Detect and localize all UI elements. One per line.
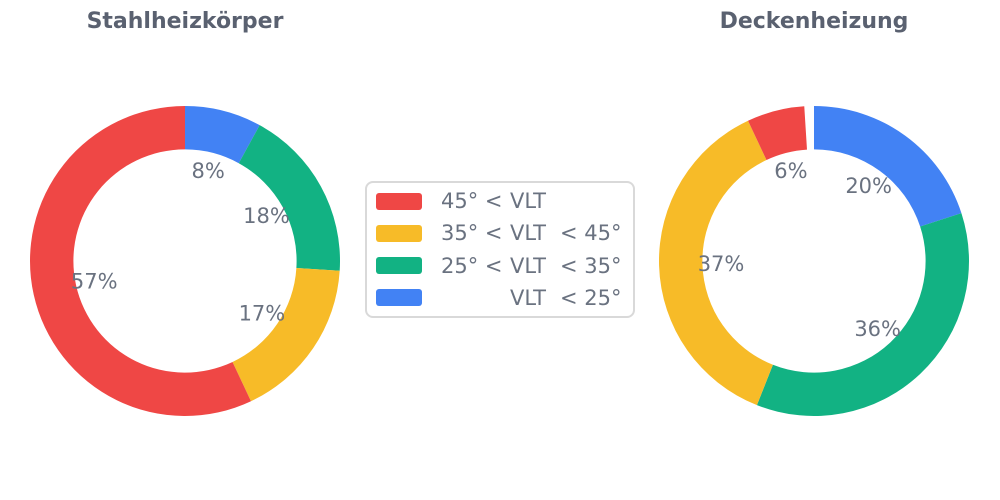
percent-label: 18% — [243, 204, 290, 228]
donut-segment — [748, 106, 807, 161]
percent-label: 6% — [774, 159, 807, 183]
legend-item-vlt-lt-25: VLT < 25° — [376, 285, 624, 311]
legend-label-prefix: 45° < — [441, 189, 503, 213]
percent-label: 36% — [854, 317, 901, 341]
percent-label: 57% — [71, 269, 118, 293]
donut-segment — [238, 125, 340, 271]
legend-box: 45° < VLT 35° < VLT < 45° 25° < VLT < 35… — [365, 181, 635, 318]
legend-item-35-vlt-45: 35° < VLT < 45° — [376, 220, 624, 246]
donut-segment — [232, 268, 340, 402]
legend-label-prefix: 25° < — [441, 253, 503, 278]
legend-swatch-blue — [376, 289, 422, 307]
percent-label: 8% — [191, 159, 224, 183]
legend-label-vlt: VLT — [509, 189, 546, 213]
legend-item-25-vlt-35: 25° < VLT < 35° — [376, 253, 624, 279]
legend-label: 25° < VLT < 35° — [441, 253, 622, 279]
legend-item-45-lt-vlt: 45° < VLT — [376, 188, 624, 214]
donut-segment — [814, 106, 962, 227]
legend-label-suffix: < 45° — [560, 221, 622, 246]
donut-chart-stahlheizkoerper: 8% 18% 17% 57% — [30, 106, 340, 416]
legend-label-prefix: 35° < — [441, 221, 503, 246]
legend-label: VLT < 25° — [441, 285, 622, 311]
legend-label: 35° < VLT < 45° — [441, 220, 622, 246]
chart-title-deckenheizung: Deckenheizung — [719, 9, 909, 34]
percent-label: 20% — [845, 174, 892, 198]
legend-label-suffix: < 35° — [560, 253, 622, 278]
donut-segment — [185, 106, 260, 164]
percent-label: 37% — [698, 252, 745, 276]
legend-label-vlt: VLT — [509, 253, 546, 278]
legend-label-suffix: < 25° — [560, 285, 622, 310]
legend-swatch-green — [376, 257, 422, 275]
percent-label: 17% — [239, 301, 286, 325]
donut-segment — [30, 106, 251, 416]
legend-swatch-yellow — [376, 224, 422, 242]
legend-label: 45° < VLT — [441, 188, 618, 214]
donut-segment — [756, 213, 969, 416]
donut-chart-deckenheizung: 20% 36% 37% 6% — [659, 106, 969, 416]
legend-swatch-red — [376, 192, 422, 210]
legend-label-vlt: VLT — [509, 221, 546, 246]
legend-label-vlt: VLT — [509, 285, 546, 310]
chart-title-stahlheizkoerper: Stahlheizkörper — [86, 9, 284, 34]
donut-segment — [659, 120, 773, 406]
